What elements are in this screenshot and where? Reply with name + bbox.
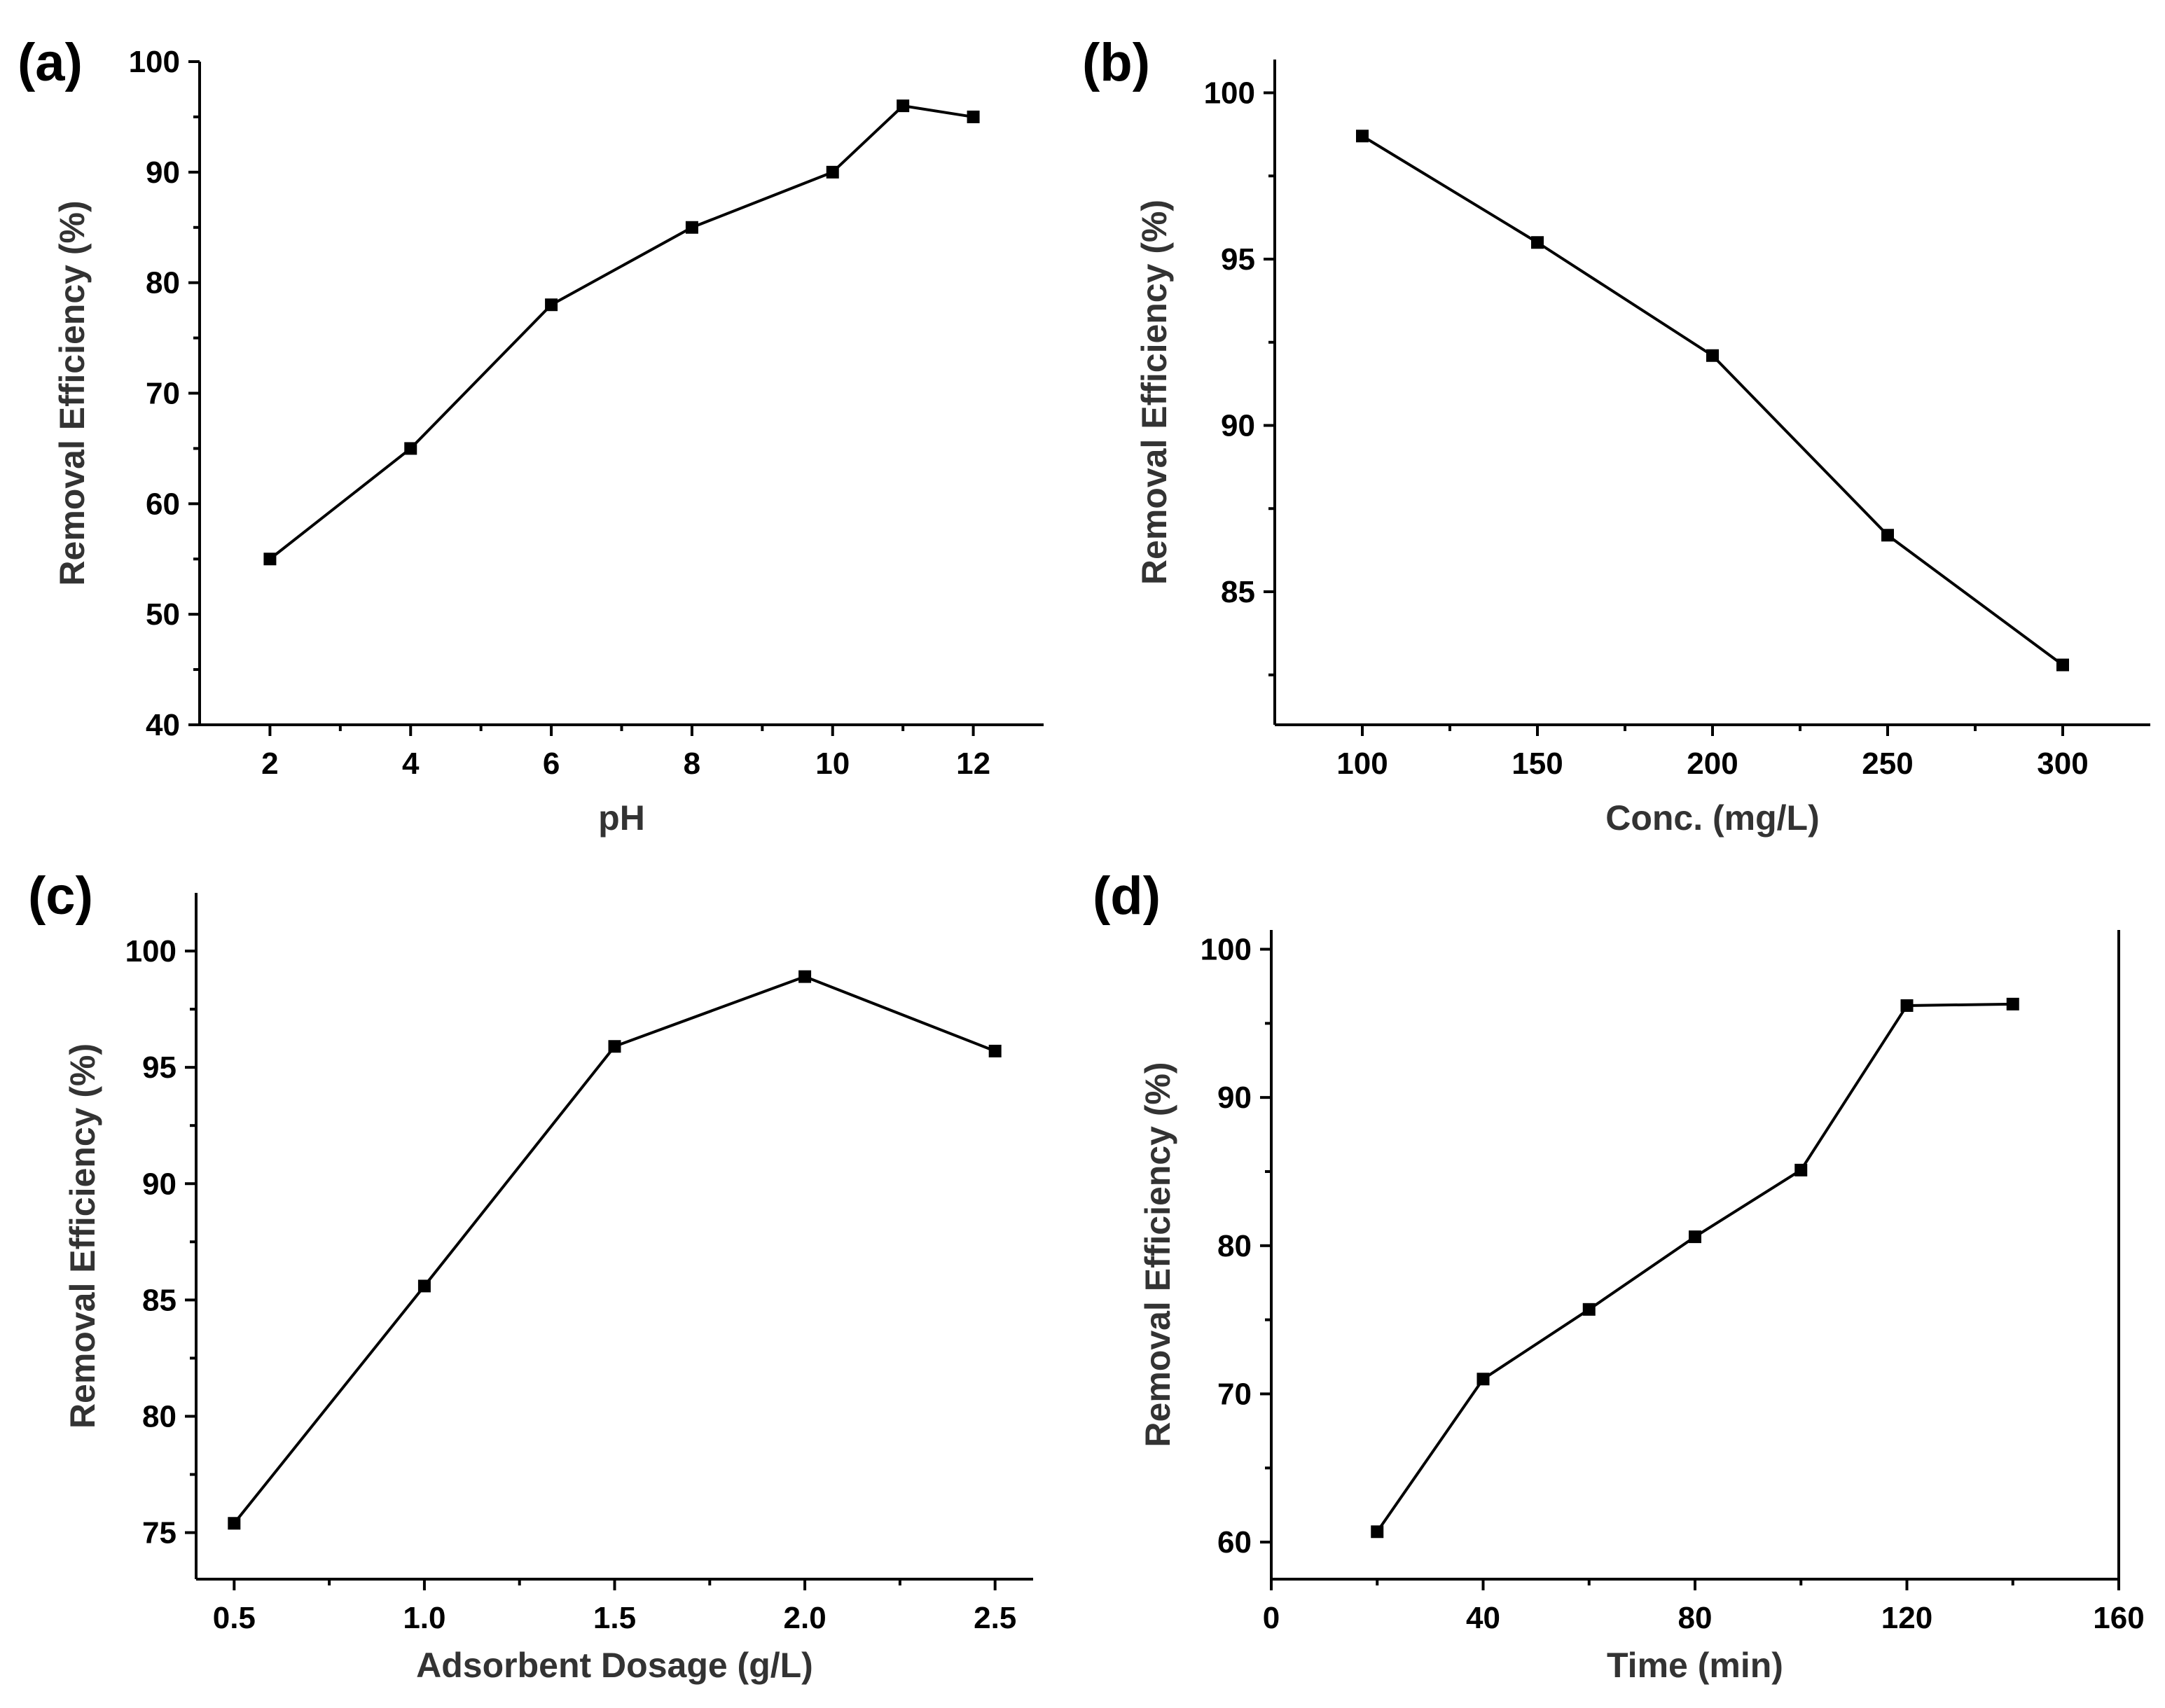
y-tick-label: 85 [1221,575,1255,609]
y-tick-label: 85 [142,1283,177,1317]
x-tick-label: 0.5 [213,1601,256,1635]
y-tick-label: 95 [1221,242,1255,277]
y-tick-label: 100 [125,934,177,968]
y-tick-label: 80 [146,266,180,300]
chart-panel-4: (d) 0 40 80 120 160 60 70 80 90 100 Time (min) Remov… [1093,866,2145,1685]
data-point [988,1044,1002,1057]
panel-letter: (b) [1082,33,1150,92]
data-point [228,1517,241,1530]
y-tick-label: 60 [1217,1525,1252,1560]
x-tick-label: 100 [1336,747,1388,781]
x-tick-label: 2.0 [784,1601,826,1635]
data-point [1371,1525,1384,1539]
data-point [1476,1373,1490,1386]
y-tick-label: 60 [146,487,180,521]
x-tick-label: 6 [543,747,560,781]
x-tick-label: 1.0 [403,1601,445,1635]
y-tick-label: 80 [142,1399,177,1433]
data-point [1706,349,1719,362]
x-tick-label: 300 [2037,747,2088,781]
data-point [545,298,558,312]
x-tick-label: 200 [1687,747,1738,781]
x-axis-label: Adsorbent Dosage (g/L) [416,1646,813,1685]
x-tick-label: 120 [1881,1601,1932,1635]
y-tick-label: 70 [1217,1377,1252,1411]
panel-letter: (a) [18,33,83,92]
x-tick-label: 0 [1263,1601,1280,1635]
y-tick-label: 100 [1201,933,1252,967]
data-point [2056,658,2069,672]
data-point [404,442,417,455]
x-tick-label: 1.5 [593,1601,636,1635]
y-tick-label: 90 [146,155,180,190]
data-point [1582,1303,1596,1316]
x-tick-label: 12 [956,747,990,781]
data-point [1689,1230,1701,1244]
y-tick-label: 80 [1217,1229,1252,1263]
x-tick-label: 40 [1466,1601,1500,1635]
x-tick-label: 10 [815,747,850,781]
x-tick-label: 250 [1862,747,1913,781]
x-tick-label: 8 [684,747,700,781]
y-tick-label: 95 [142,1050,177,1085]
chart-panel-3: (c) 0.5 1.0 1.5 2.0 2.5 75 80 85 90 95 100 Adsorbent… [28,866,1033,1685]
y-tick-label: 90 [142,1167,177,1201]
y-tick-label: 90 [1217,1081,1252,1115]
data-point [1531,236,1544,249]
data-point [417,1279,431,1293]
data-point [1356,130,1369,143]
x-tick-label: 150 [1512,747,1563,781]
data-point [897,99,910,113]
y-axis-label: Removal Efficiency (%) [63,1043,102,1429]
data-point [1900,999,1914,1012]
x-axis-label: pH [598,798,645,838]
x-tick-label: 80 [1678,1601,1713,1635]
y-tick-label: 70 [146,377,180,411]
chart-panel-2: (b) 100 150 200 250 300 85 90 95 100 Conc. (mg/L) R… [1082,33,2150,838]
data-point [263,553,277,566]
series-line [233,975,996,1525]
y-tick-label: 75 [142,1516,177,1550]
y-tick-label: 100 [129,45,180,79]
y-tick-label: 50 [146,597,180,632]
x-tick-label: 4 [402,747,420,781]
y-tick-label: 40 [146,708,180,742]
series-line [1361,134,2064,667]
x-axis-label: Conc. (mg/L) [1605,798,1820,838]
x-tick-label: 2 [261,747,278,781]
y-axis-label: Removal Efficiency (%) [1135,200,1174,585]
data-point [967,110,980,123]
chart-panel-1: (a) 2 4 6 8 10 12 40 50 60 70 80 90 100 pH Removal Effi… [18,33,1044,838]
series-line [1376,1002,2013,1533]
y-tick-label: 100 [1204,76,1255,111]
panel-letter: (d) [1093,866,1161,926]
data-point [608,1040,621,1053]
series-line [269,104,974,560]
y-tick-label: 90 [1221,409,1255,443]
data-point [685,221,698,234]
data-point [798,970,812,983]
data-point [2006,997,2019,1011]
x-tick-label: 2.5 [974,1601,1016,1635]
panel-letter: (c) [28,866,93,926]
y-axis-label: Removal Efficiency (%) [53,200,92,585]
x-tick-label: 160 [2093,1601,2144,1635]
y-axis-label: Removal Efficiency (%) [1138,1062,1177,1447]
data-point [1881,529,1894,542]
data-point [1794,1163,1808,1176]
data-point [826,165,839,179]
x-axis-label: Time (min) [1607,1646,1783,1685]
